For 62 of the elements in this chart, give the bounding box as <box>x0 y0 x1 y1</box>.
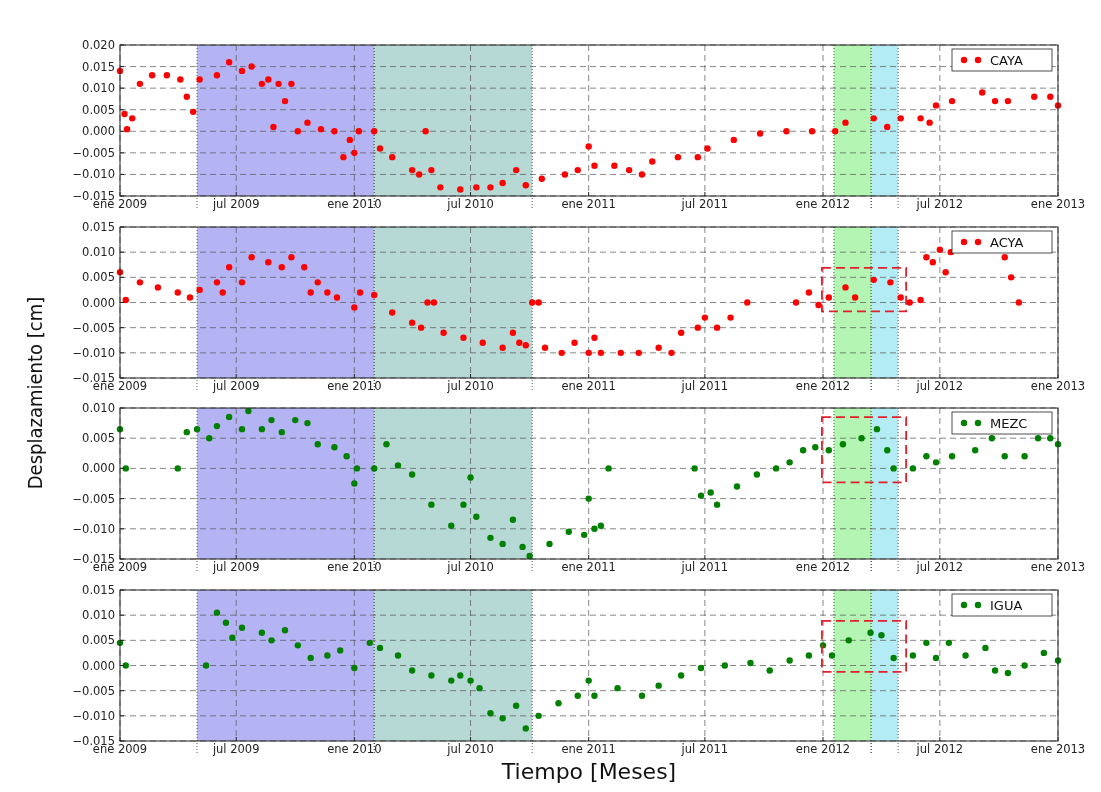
x-tick-label: jul 2011 <box>680 742 729 756</box>
y-tick-label: 0.020 <box>82 38 115 52</box>
x-tick-label: ene 2011 <box>561 560 616 574</box>
y-tick-label: 0.005 <box>82 270 115 285</box>
y-tick-label: 0.000 <box>82 658 115 673</box>
x-tick-label: jul 2012 <box>915 197 964 211</box>
y-tick-label: 0.010 <box>82 401 115 415</box>
x-tick-label: ene 2010 <box>327 197 382 211</box>
x-tick-label: jul 2011 <box>680 560 729 574</box>
y-tick-label: 0.005 <box>82 102 115 117</box>
legend-label: ACYA <box>990 234 1024 250</box>
x-tick-label: ene 2010 <box>327 742 382 756</box>
x-tick-label: ene 2012 <box>795 742 851 756</box>
x-tick-label: ene 2013 <box>1030 197 1086 211</box>
x-tick-label: jul 2010 <box>446 560 494 574</box>
x-tick-label: ene 2012 <box>795 197 851 211</box>
x-tick-label: jul 2009 <box>211 742 260 756</box>
x-tick-label: jul 2012 <box>915 742 964 756</box>
x-tick-label: jul 2009 <box>211 560 260 574</box>
x-tick-label: ene 2010 <box>327 560 382 574</box>
legend-label: IGUA <box>990 597 1023 613</box>
y-tick-label: −0.010 <box>72 167 115 182</box>
x-tick-label: jul 2011 <box>680 379 729 393</box>
x-tick-label: ene 2011 <box>561 379 616 393</box>
x-tick-label: ene 2012 <box>795 560 851 574</box>
x-tick-label: jul 2010 <box>446 379 494 393</box>
y-tick-label: 0.000 <box>82 124 115 139</box>
y-tick-label: 0.010 <box>82 81 115 96</box>
x-tick-label: jul 2011 <box>680 197 729 211</box>
x-axis-title: Tiempo [Meses] <box>500 759 677 784</box>
y-tick-label: 0.000 <box>82 461 115 476</box>
y-tick-label: 0.000 <box>82 295 115 310</box>
y-tick-label: 0.015 <box>82 583 115 597</box>
y-tick-label: −0.005 <box>72 683 115 698</box>
y-tick-label: −0.005 <box>72 145 115 160</box>
y-tick-label: 0.010 <box>82 245 115 260</box>
y-tick-label: 0.005 <box>82 633 115 648</box>
x-tick-label: ene 2013 <box>1030 742 1086 756</box>
y-tick-label: −0.010 <box>72 708 115 723</box>
x-tick-label: jul 2010 <box>446 742 494 756</box>
x-tick-label: ene 2011 <box>561 742 616 756</box>
y-tick-label: 0.005 <box>82 431 115 446</box>
x-tick-label: ene 2011 <box>561 197 616 211</box>
x-tick-label: jul 2012 <box>915 379 964 393</box>
x-tick-label: jul 2010 <box>446 197 494 211</box>
y-tick-label: 0.015 <box>82 59 115 74</box>
y-tick-label: −0.005 <box>72 491 115 506</box>
y-tick-label: 0.015 <box>82 220 115 234</box>
y-axis-title: Desplazamiento [cm] <box>23 296 47 490</box>
y-tick-label: −0.010 <box>72 345 115 360</box>
x-tick-label: jul 2009 <box>211 379 260 393</box>
y-tick-label: −0.010 <box>72 521 115 536</box>
x-tick-label: ene 2010 <box>327 379 382 393</box>
x-tick-label: ene 2013 <box>1030 379 1086 393</box>
y-tick-label: 0.010 <box>82 608 115 623</box>
x-tick-label: ene 2013 <box>1030 560 1086 574</box>
x-tick-label: jul 2009 <box>211 197 260 211</box>
legend-label: CAYA <box>990 52 1023 68</box>
legend-label: MEZC <box>990 415 1028 431</box>
y-tick-label: −0.005 <box>72 320 115 335</box>
x-tick-label: ene 2012 <box>795 379 851 393</box>
x-tick-label: jul 2012 <box>915 560 964 574</box>
